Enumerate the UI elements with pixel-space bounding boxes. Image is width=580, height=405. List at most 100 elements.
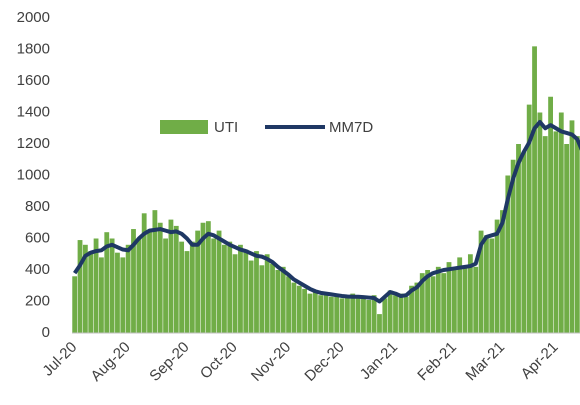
bar — [238, 244, 243, 333]
y-tick-label: 1400 — [17, 103, 50, 120]
y-tick-label: 1000 — [17, 166, 50, 183]
bar — [286, 276, 291, 333]
bar — [484, 235, 489, 333]
bar — [168, 219, 174, 333]
bar — [147, 230, 152, 333]
bar — [216, 230, 222, 333]
bar — [328, 296, 334, 333]
x-tick-label: Oct-20 — [197, 339, 241, 383]
x-tick-label: Sep-20 — [146, 339, 192, 385]
bar — [270, 263, 275, 333]
x-tick-label: Nov-20 — [248, 339, 294, 385]
bar — [361, 296, 366, 333]
bar — [564, 144, 570, 333]
bar — [200, 222, 206, 333]
bar — [280, 266, 286, 333]
x-tick-label: Mar-21 — [462, 339, 508, 385]
y-tick-label: 1200 — [17, 135, 50, 152]
bar — [77, 240, 83, 333]
y-tick-label: 600 — [25, 229, 50, 246]
bar — [82, 244, 88, 333]
bar — [109, 238, 115, 333]
bar — [403, 296, 409, 333]
bar — [334, 293, 340, 333]
bar — [302, 288, 308, 333]
bar — [323, 292, 329, 333]
x-tick-label: Feb-21 — [414, 339, 460, 385]
bar — [387, 290, 393, 333]
bar — [211, 238, 217, 333]
y-tick-label: 0 — [42, 324, 50, 341]
bar — [574, 136, 580, 333]
y-tick-label: 1800 — [17, 40, 50, 57]
bar — [275, 270, 281, 333]
bar — [425, 270, 431, 333]
bar — [382, 298, 388, 333]
bar — [152, 210, 158, 333]
bar — [120, 257, 126, 333]
bar — [104, 232, 110, 333]
bar — [248, 260, 254, 333]
bar — [344, 295, 350, 333]
bar — [414, 282, 420, 333]
bar — [99, 257, 104, 333]
bar — [553, 131, 559, 333]
bar — [558, 112, 564, 333]
bar — [307, 293, 313, 333]
bar — [296, 285, 302, 333]
bar — [446, 262, 452, 333]
bar — [532, 46, 537, 333]
bar — [264, 254, 270, 333]
x-tick-label: Apr-21 — [518, 339, 562, 383]
bar — [494, 219, 500, 333]
y-tick-label: 200 — [25, 292, 50, 309]
bar — [569, 120, 575, 333]
bar — [542, 136, 548, 333]
bar — [173, 225, 179, 333]
bar — [457, 257, 463, 333]
bar — [430, 276, 436, 333]
bar — [350, 293, 356, 333]
bar — [441, 273, 447, 333]
bar — [510, 159, 516, 333]
y-tick-label: 400 — [25, 261, 50, 278]
bar — [131, 229, 136, 333]
bar — [537, 112, 543, 333]
bar — [88, 251, 94, 333]
bar — [227, 241, 233, 333]
bar — [312, 290, 318, 333]
bar — [419, 273, 425, 333]
x-tick-label: Jul-20 — [39, 339, 80, 380]
bar — [398, 293, 404, 333]
bar — [72, 276, 78, 333]
bar — [355, 298, 361, 333]
x-tick-label: Dec-20 — [301, 339, 347, 385]
bar — [377, 314, 382, 333]
bar — [435, 266, 441, 333]
bar — [473, 266, 479, 333]
bar — [526, 104, 532, 333]
bar — [462, 266, 468, 333]
line — [73, 119, 580, 304]
bar — [500, 210, 505, 333]
legend-label: MM7D — [329, 119, 373, 136]
bar — [393, 295, 398, 333]
bar — [451, 270, 457, 333]
bar — [141, 213, 147, 333]
bar — [489, 238, 495, 333]
bar — [125, 244, 131, 333]
bar — [195, 230, 201, 333]
bar — [136, 238, 142, 333]
bar — [259, 265, 265, 333]
bar — [221, 244, 227, 333]
bar — [189, 241, 195, 333]
bar — [366, 299, 372, 333]
legend-label: UTI — [214, 119, 238, 136]
bar — [157, 222, 163, 333]
legend-swatch — [160, 120, 208, 134]
bar — [93, 238, 99, 333]
bar — [163, 238, 168, 333]
bar — [409, 285, 414, 333]
bar — [339, 298, 345, 333]
